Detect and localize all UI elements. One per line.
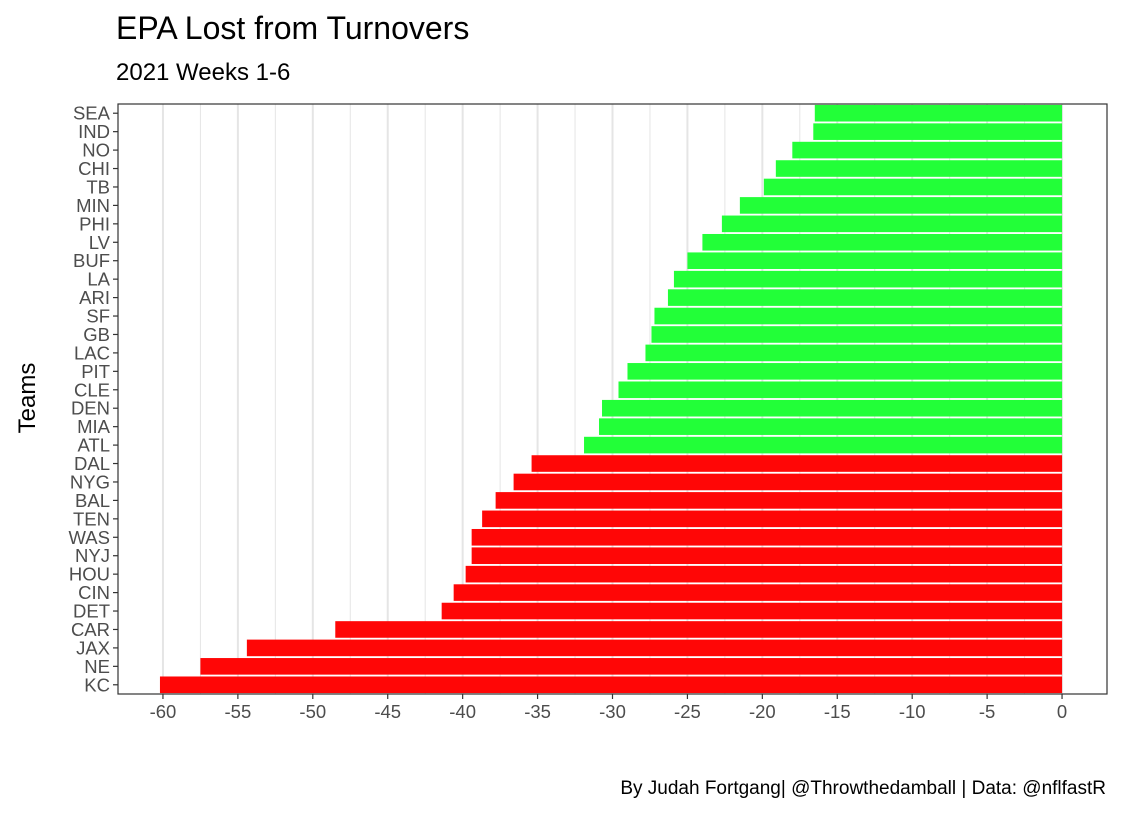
y-tick-label: TEN [73,508,110,529]
bar-nyg [513,473,1063,491]
bar-mia [599,418,1063,435]
bar-no [792,141,1063,159]
y-tick-label: IND [78,121,110,142]
y-tick-label: SF [86,306,110,327]
y-tick-label: NYG [70,471,110,492]
x-tick-label: 0 [1057,701,1067,722]
y-tick-label: LAC [74,342,110,363]
y-tick-label: WAS [69,527,110,548]
y-tick-label: GB [83,324,110,345]
bar-det [441,602,1063,620]
chart-title: EPA Lost from Turnovers [116,10,470,46]
y-tick-label: PHI [79,213,110,234]
bar-sf [654,307,1063,325]
x-tick-label: -45 [374,701,401,722]
bar-hou [465,565,1063,583]
bar-gb [651,326,1063,343]
y-tick-label: SEA [73,103,111,124]
y-tick-label: MIA [77,416,111,437]
y-tick-label: TB [86,176,110,197]
y-tick-label: LA [87,269,110,290]
axis-layer: SEAINDNOCHITBMINPHILVBUFLAARISFGBLACPITC… [69,103,1108,722]
bar-was [471,528,1063,546]
bar-jax [246,639,1063,657]
bar-chi [775,160,1063,177]
y-tick-label: HOU [69,564,110,585]
y-tick-label: MIN [76,195,110,216]
x-tick-label: -30 [599,701,626,722]
x-tick-label: -40 [449,701,476,722]
bar-den [602,399,1063,417]
y-tick-label: BUF [73,250,110,271]
bar-la [673,270,1063,288]
y-tick-label: LV [89,232,111,253]
bar-dal [531,455,1063,472]
y-tick-label: PIT [81,361,110,382]
bar-ne [200,658,1063,675]
bar-sea [814,104,1063,122]
bar-cin [453,584,1063,601]
bar-pit [627,363,1063,380]
bar-layer [159,104,1063,694]
bar-buf [687,252,1063,270]
bar-lac [645,344,1063,362]
x-tick-label: -20 [749,701,776,722]
x-tick-label: -15 [824,701,851,722]
bar-ari [667,289,1063,306]
y-tick-label: NE [84,656,110,677]
bar-car [335,621,1063,638]
bar-phi [721,215,1063,233]
y-tick-label: NO [82,140,110,161]
y-tick-label: NYJ [75,545,110,566]
x-tick-label: -25 [674,701,701,722]
y-tick-label: DAL [74,453,110,474]
bar-atl [584,436,1063,454]
bar-ind [813,123,1063,140]
y-tick-label: BAL [75,490,110,511]
y-tick-label: DEN [71,398,110,419]
x-tick-label: -10 [899,701,926,722]
bar-nyj [471,547,1063,565]
bar-cle [618,381,1063,399]
y-tick-label: CAR [71,619,110,640]
y-tick-label: ATL [77,435,110,456]
y-tick-label: ARI [79,287,110,308]
x-tick-label: -60 [150,701,177,722]
y-tick-label: JAX [76,637,110,658]
y-tick-label: CHI [78,158,110,179]
bar-kc [159,676,1063,694]
y-tick-label: DET [73,601,110,622]
bar-bal [495,492,1063,509]
bar-tb [763,178,1063,196]
chart-subtitle: 2021 Weeks 1-6 [116,59,291,86]
bar-ten [482,510,1063,528]
x-tick-label: -55 [225,701,252,722]
bar-lv [702,233,1063,251]
x-tick-label: -50 [299,701,326,722]
bar-min [739,197,1063,214]
x-tick-label: -35 [524,701,551,722]
chart-caption: By Judah Fortgang| @Throwthedamball | Da… [620,778,1106,799]
y-tick-label: CIN [78,582,110,603]
y-tick-label: KC [84,674,110,695]
x-tick-label: -5 [979,701,995,722]
y-tick-label: CLE [74,379,110,400]
